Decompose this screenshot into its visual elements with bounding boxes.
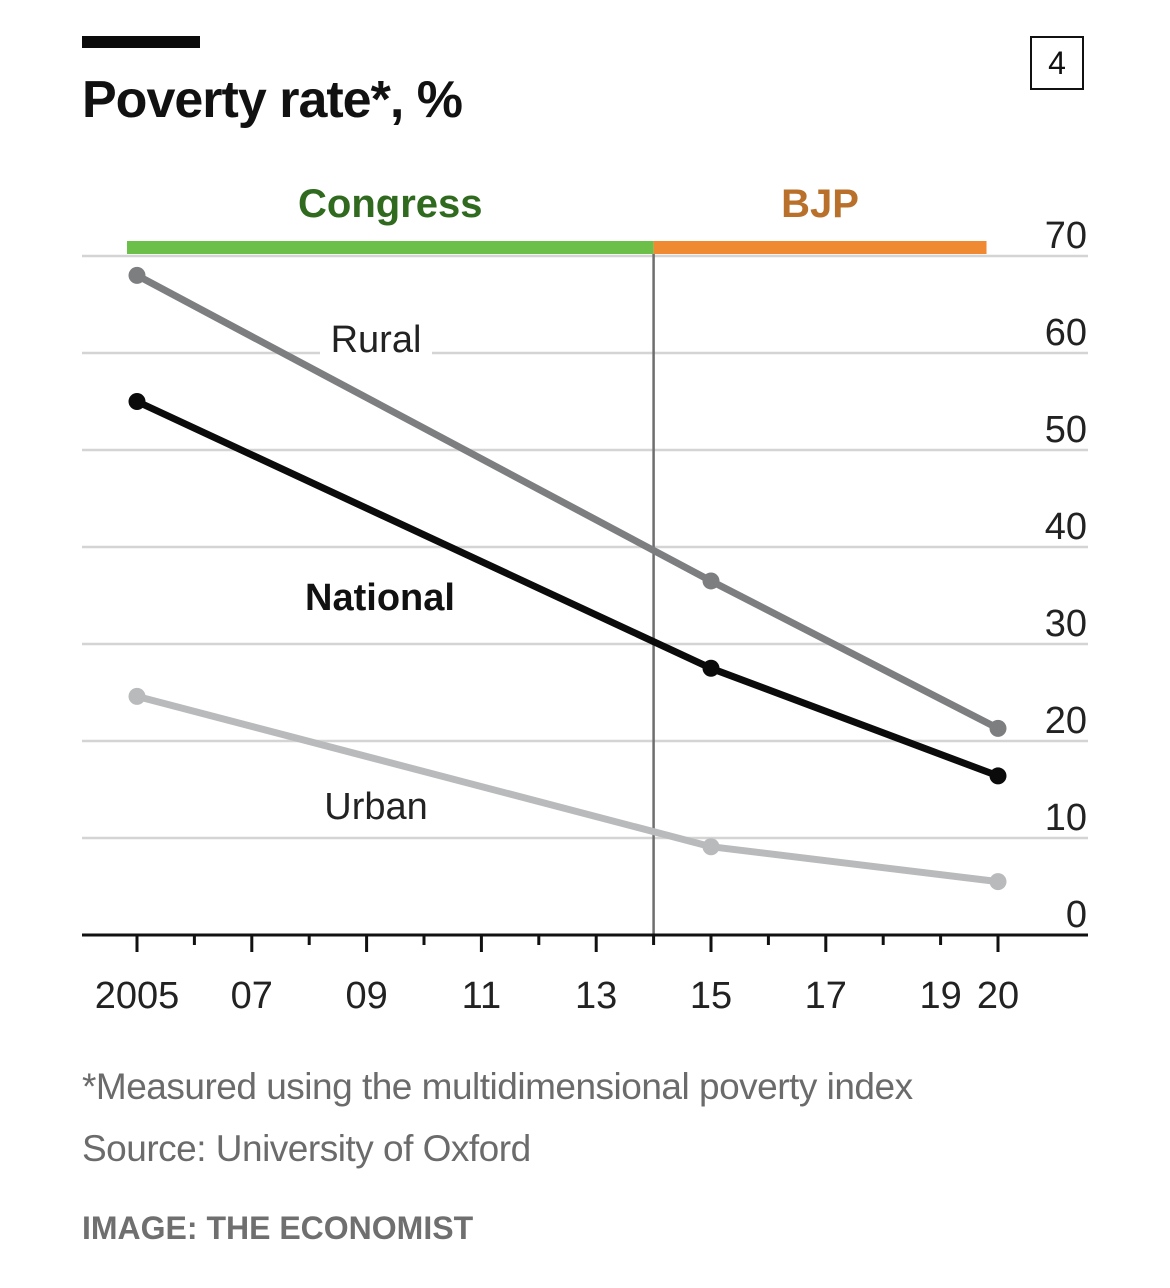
period-bar-congress <box>127 241 654 254</box>
image-credit: IMAGE: THE ECONOMIST <box>82 1210 474 1246</box>
x-tick-label-2015: 15 <box>690 975 732 1017</box>
y-tick-label-60: 60 <box>1045 312 1087 354</box>
x-tick-label-2011: 11 <box>462 975 501 1017</box>
x-tick-label-2009: 09 <box>345 975 387 1017</box>
chart-number-badge: 4 <box>1030 36 1084 90</box>
data-point-rural-2015 <box>702 572 720 590</box>
x-tick-label-2019: 19 <box>919 975 961 1017</box>
data-point-rural-2020 <box>989 719 1007 737</box>
y-tick-label-70: 70 <box>1045 215 1087 257</box>
period-bar-bjp <box>653 241 987 254</box>
series-line-national <box>133 398 1002 780</box>
y-tick-label-20: 20 <box>1045 700 1087 742</box>
x-tick-label-2005: 2005 <box>95 975 180 1017</box>
y-tick-label-50: 50 <box>1045 409 1087 451</box>
chart-title: Poverty rate*, % <box>82 71 463 129</box>
series-label-urban: Urban <box>324 786 428 828</box>
label-knockout-rural <box>320 318 432 364</box>
period-label-bjp: BJP <box>781 182 859 226</box>
footnote: *Measured using the multidimensional pov… <box>82 1066 913 1107</box>
poverty-line-chart: 0 10 20 30 40 50 60 70 Congress BJP Rural National U… <box>82 182 1088 1017</box>
series-line-rural <box>133 271 1002 732</box>
x-tick-label-2013: 13 <box>575 975 617 1017</box>
source-note: Source: University of Oxford <box>82 1128 531 1169</box>
y-tick-label-40: 40 <box>1045 506 1087 548</box>
data-point-urban-2020 <box>989 873 1007 891</box>
data-point-urban-2005 <box>128 687 146 705</box>
data-point-national-2005 <box>128 393 146 410</box>
period-label-congress: Congress <box>298 182 483 226</box>
series-label-national: National <box>305 577 455 619</box>
y-tick-label-10: 10 <box>1045 797 1087 839</box>
data-point-national-2015 <box>702 659 720 677</box>
series-label-rural: Rural <box>331 319 422 361</box>
y-tick-label-30: 30 <box>1045 603 1087 645</box>
top-rule <box>82 36 200 48</box>
x-tick-label-2007: 07 <box>231 975 273 1017</box>
data-point-rural-2005 <box>128 266 146 284</box>
data-point-national-2020 <box>989 767 1007 785</box>
data-point-urban-2015 <box>702 838 720 856</box>
x-tick-label-2020: 20 <box>977 975 1019 1017</box>
y-tick-label-0: 0 <box>1066 894 1087 936</box>
x-tick-label-2017: 17 <box>805 975 847 1017</box>
